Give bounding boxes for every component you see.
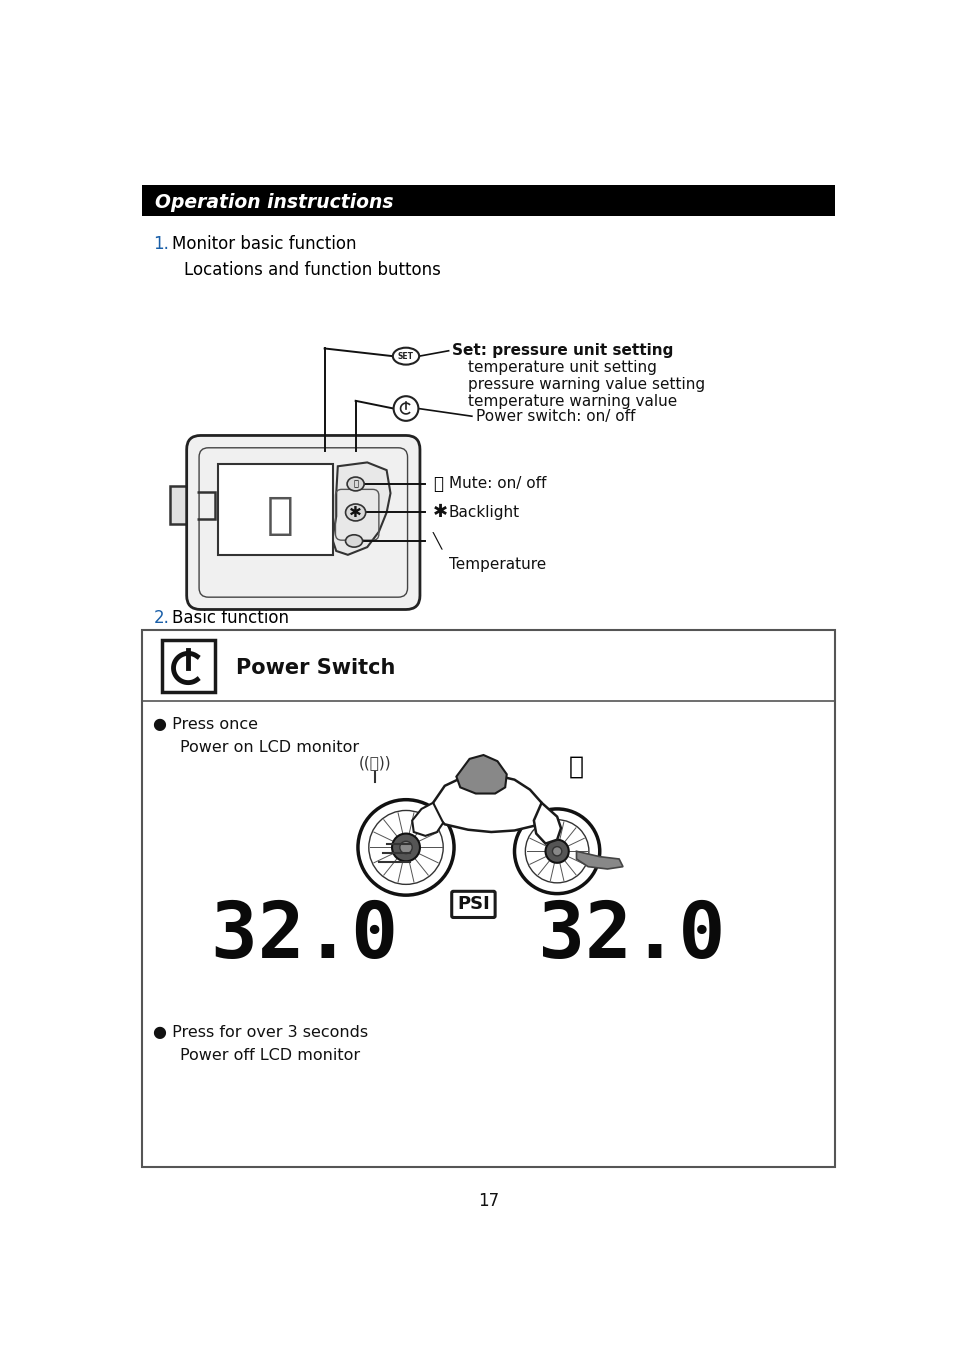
Circle shape	[545, 840, 568, 863]
Polygon shape	[534, 802, 560, 843]
Ellipse shape	[345, 504, 365, 521]
Text: Power switch: on/ off: Power switch: on/ off	[476, 409, 635, 424]
Text: Locations and function buttons: Locations and function buttons	[184, 261, 440, 278]
Ellipse shape	[393, 347, 418, 365]
Text: 🏍: 🏍	[266, 494, 293, 538]
Bar	[142, 631, 835, 1167]
Text: Set: pressure unit setting: Set: pressure unit setting	[452, 343, 673, 358]
Bar	[142, 185, 835, 216]
Text: 1.: 1.	[153, 235, 169, 253]
Text: Basic function: Basic function	[172, 609, 289, 627]
Polygon shape	[456, 755, 506, 793]
FancyBboxPatch shape	[452, 892, 495, 917]
Text: ✱: ✱	[349, 505, 361, 520]
Text: ● Press for over 3 seconds: ● Press for over 3 seconds	[153, 1024, 368, 1039]
Text: Power on LCD monitor: Power on LCD monitor	[179, 739, 358, 755]
Text: pressure warning value setting: pressure warning value setting	[468, 377, 704, 392]
Text: SET: SET	[397, 351, 414, 361]
Text: ╲: ╲	[433, 532, 442, 550]
Circle shape	[399, 842, 412, 854]
Polygon shape	[433, 774, 545, 832]
Text: Temperature: Temperature	[448, 557, 545, 571]
Text: 🔊: 🔊	[568, 755, 583, 778]
Text: ● Press once: ● Press once	[153, 716, 258, 731]
Text: ((ꞔ)): ((ꞔ))	[358, 755, 391, 770]
Ellipse shape	[345, 535, 362, 547]
FancyBboxPatch shape	[187, 435, 419, 609]
Polygon shape	[170, 486, 196, 524]
Text: temperature warning value: temperature warning value	[468, 394, 677, 409]
Polygon shape	[576, 851, 622, 869]
Text: 32.0   32.0: 32.0 32.0	[211, 898, 724, 974]
Text: Backlight: Backlight	[448, 505, 519, 520]
Text: 17: 17	[477, 1193, 499, 1210]
Circle shape	[552, 847, 561, 857]
Circle shape	[392, 834, 419, 862]
Polygon shape	[412, 802, 443, 836]
Ellipse shape	[347, 477, 364, 490]
Circle shape	[394, 396, 418, 422]
Text: Power off LCD monitor: Power off LCD monitor	[179, 1047, 359, 1063]
Text: ✱: ✱	[433, 504, 448, 521]
Text: 🕩: 🕩	[353, 480, 357, 489]
Polygon shape	[332, 462, 390, 555]
Text: 🔇: 🔇	[433, 476, 442, 493]
Bar	[162, 639, 214, 692]
Text: 2.: 2.	[153, 609, 169, 627]
Text: PSI: PSI	[456, 896, 489, 913]
Text: temperature unit setting: temperature unit setting	[468, 359, 657, 376]
Text: Operation instructions: Operation instructions	[154, 193, 393, 212]
Bar	[218, 463, 333, 555]
Text: Power Switch: Power Switch	[236, 658, 395, 678]
Text: Monitor basic function: Monitor basic function	[172, 235, 356, 253]
Text: Mute: on/ off: Mute: on/ off	[448, 477, 545, 492]
